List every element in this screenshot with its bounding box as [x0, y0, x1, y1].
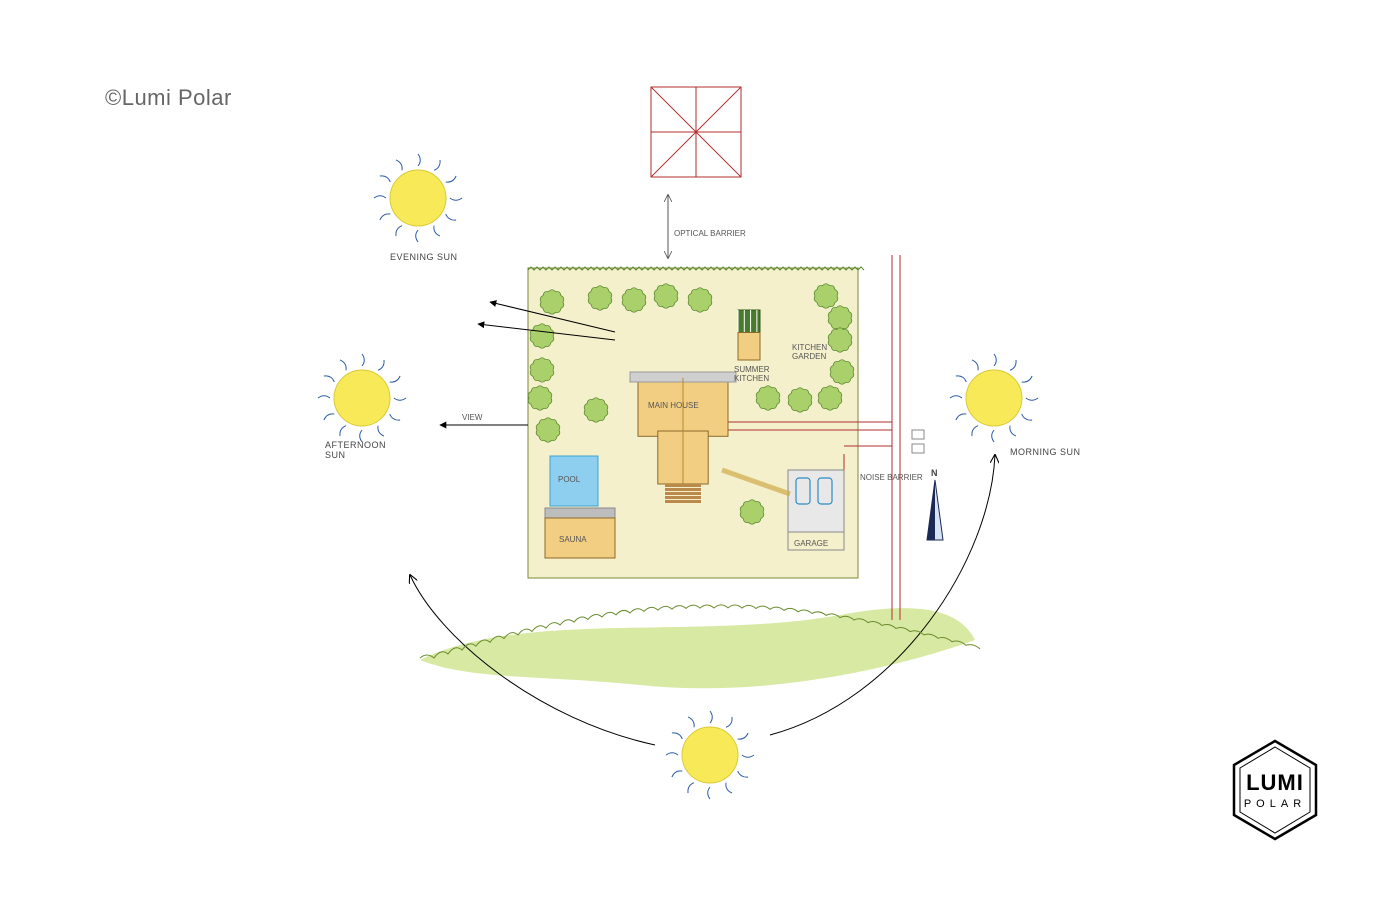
- site-plan-diagram: OPTICAL BARRIER MAIN HOUSE POOL SAUNA GA…: [0, 0, 1400, 900]
- svg-text:GARAGE: GARAGE: [794, 539, 828, 548]
- svg-text:MORNING SUN: MORNING SUN: [1010, 447, 1081, 457]
- svg-text:SUN: SUN: [325, 450, 346, 460]
- logo-line2: POLAR: [1244, 798, 1306, 810]
- view-label: VIEW: [462, 413, 483, 422]
- noise-barrier-label: NOISE BARRIER: [860, 473, 923, 482]
- pool: POOL: [550, 456, 598, 506]
- svg-text:N: N: [931, 468, 938, 478]
- kitchen-garden-label: KITCHENGARDEN: [792, 343, 827, 361]
- logo-line1: LUMI: [1246, 770, 1304, 795]
- svg-text:SUMMER: SUMMER: [734, 365, 770, 374]
- svg-text:POOL: POOL: [558, 475, 581, 484]
- svg-text:MAIN HOUSE: MAIN HOUSE: [648, 401, 699, 410]
- compass-north-icon: N: [927, 468, 943, 540]
- sauna: SAUNA: [545, 508, 615, 558]
- optical-barrier-label: OPTICAL BARRIER: [674, 229, 746, 238]
- crosswalk-markers: [912, 430, 924, 453]
- svg-text:EVENING SUN: EVENING SUN: [390, 252, 458, 262]
- svg-text:SAUNA: SAUNA: [559, 535, 587, 544]
- svg-text:KITCHEN: KITCHEN: [734, 374, 769, 383]
- brand-logo: LUMI POLAR: [1220, 735, 1330, 845]
- svg-text:AFTERNOON: AFTERNOON: [325, 440, 386, 450]
- neighbor-house-icon: [651, 87, 741, 177]
- green-belt: [420, 608, 975, 688]
- copyright-text: ©Lumi Polar: [105, 85, 232, 111]
